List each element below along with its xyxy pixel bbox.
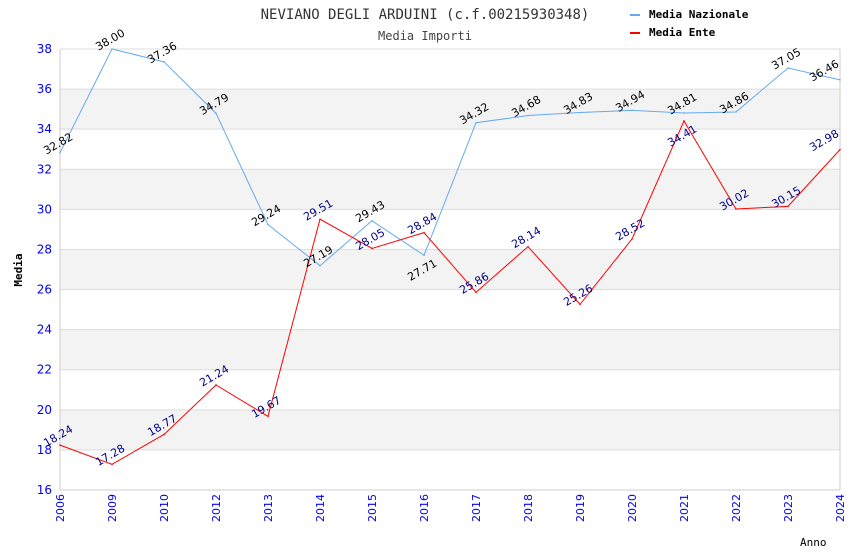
y-tick-label: 16	[37, 483, 52, 497]
y-tick-label: 18	[37, 443, 52, 457]
data-point	[683, 120, 685, 122]
data-point	[319, 218, 321, 220]
data-point	[371, 247, 373, 250]
data-point	[527, 114, 529, 117]
y-tick-label: 26	[37, 283, 52, 297]
grid-band	[60, 89, 840, 130]
x-tick-label: 2020	[626, 494, 639, 522]
x-tick-label: 2014	[314, 494, 327, 522]
legend-label-ente: Media Ente	[649, 26, 716, 39]
x-tick-label: 2013	[262, 494, 275, 522]
x-tick-label: 2018	[522, 494, 535, 522]
data-point	[319, 264, 321, 267]
data-point	[787, 67, 789, 69]
y-tick-label: 28	[37, 242, 52, 256]
x-tick-label: 2024	[834, 494, 847, 522]
legend: Media Nazionale Media Ente	[625, 4, 775, 42]
legend-swatch-nazionale	[630, 14, 640, 16]
data-point	[267, 223, 269, 226]
x-tick-label: 2017	[470, 494, 483, 522]
data-point	[59, 444, 61, 446]
y-tick-label: 36	[37, 82, 52, 96]
data-label: 28.52	[613, 216, 647, 243]
data-label: 28.05	[353, 226, 387, 253]
data-point	[267, 415, 269, 418]
data-point	[631, 109, 633, 112]
x-tick-label: 2009	[106, 494, 119, 522]
legend-swatch-ente	[630, 32, 640, 34]
y-axis-label: Media	[12, 253, 25, 286]
data-point	[787, 205, 789, 208]
y-tick-label: 22	[37, 363, 52, 377]
y-tick-label: 38	[37, 42, 52, 56]
x-tick-label: 2023	[782, 494, 795, 522]
series-line-nazionale	[59, 48, 841, 267]
chart-subtitle: Media Importi	[378, 29, 472, 43]
x-axis-label: Anno	[800, 536, 827, 549]
x-tick-label: 2022	[730, 494, 743, 522]
data-label: 28.14	[509, 224, 543, 251]
data-point	[475, 121, 477, 124]
x-tick-label: 2006	[54, 494, 67, 522]
data-point	[527, 245, 529, 248]
y-tick-label: 20	[37, 403, 52, 417]
y-tick-label: 34	[37, 122, 52, 136]
legend-label-nazionale: Media Nazionale	[649, 8, 749, 21]
series-line-ente	[59, 119, 841, 465]
x-tick-label: 2012	[210, 494, 223, 522]
data-point	[215, 384, 217, 386]
data-point	[475, 291, 477, 294]
chart-title: NEVIANO DEGLI ARDUINI (c.f.00215930348)	[261, 7, 590, 23]
data-point	[59, 152, 61, 154]
data-point	[111, 48, 113, 50]
y-tick-label: 30	[37, 202, 52, 216]
data-label: 37.05	[769, 46, 803, 73]
y-tick-label: 24	[37, 323, 52, 337]
x-tick-label: 2019	[574, 494, 587, 522]
data-point	[735, 208, 737, 210]
data-point	[683, 112, 685, 114]
data-point	[839, 148, 841, 151]
x-tick-label: 2016	[418, 494, 431, 522]
x-tick-label: 2021	[678, 494, 691, 522]
data-point	[163, 433, 165, 436]
grid-band	[60, 329, 840, 370]
data-point	[735, 111, 737, 113]
data-label: 36.46	[807, 57, 841, 84]
y-tick-label: 32	[37, 162, 52, 176]
x-tick-label: 2010	[158, 494, 171, 522]
data-point	[423, 231, 425, 234]
data-point	[163, 61, 165, 63]
x-tick-label: 2015	[366, 494, 379, 522]
grid-band	[60, 249, 840, 290]
data-label: 32.98	[807, 127, 841, 154]
data-point	[839, 79, 841, 81]
data-point	[579, 303, 581, 306]
data-point	[111, 463, 113, 466]
data-point	[215, 112, 217, 115]
data-label: 37.36	[145, 39, 179, 66]
grid-band	[60, 409, 840, 450]
data-point	[579, 111, 581, 114]
data-point	[631, 238, 633, 240]
data-point	[423, 254, 425, 257]
data-point	[371, 219, 373, 222]
